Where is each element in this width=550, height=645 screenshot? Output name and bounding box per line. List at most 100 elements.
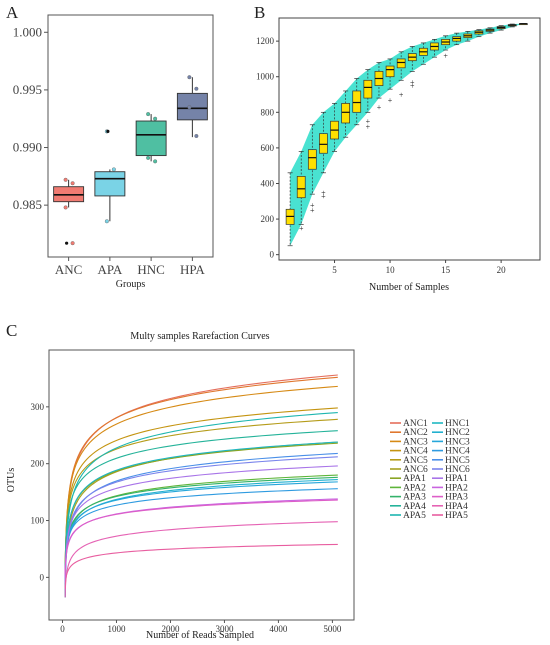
- panel-a-x-axis-title: Groups: [116, 279, 146, 290]
- panel-c-y-tick-label: 100: [31, 516, 45, 526]
- legend-label: HPA5: [445, 511, 468, 521]
- rarefaction-curve-hpa4: [64, 521, 338, 598]
- panel-b-outlier: +: [366, 117, 371, 126]
- rarefaction-curve-anc6: [64, 441, 338, 598]
- panel-b-box: [307, 149, 317, 170]
- panel-a-x-tick-label: ANC: [55, 262, 82, 277]
- panel-a-point: [153, 116, 158, 121]
- legend-label: ANC6: [403, 465, 428, 475]
- panel-a-x-tick-label: HNC: [137, 262, 164, 277]
- panel-b-outlier: +: [399, 91, 404, 100]
- panel-b-plot-area: [278, 17, 541, 261]
- panel-a-x-tick-label: APA: [97, 262, 122, 277]
- rarefaction-curve-anc5: [64, 418, 338, 575]
- panel-c-y-tick-label: 0: [40, 572, 45, 582]
- panel-b-box: [319, 133, 328, 154]
- legend-label: APA3: [403, 493, 426, 503]
- panel-a-boxplot: 0.985 0.990 0.995 1.000 ANC APA HNC HPA Groups: [13, 14, 214, 290]
- panel-a-box: [135, 120, 167, 157]
- rarefaction-curve-hnc3: [64, 481, 338, 578]
- panel-a-y-tick-label: 1.000: [13, 24, 42, 39]
- panel-c-x-tick-label: 3000: [215, 624, 234, 634]
- panel-b-box: [363, 79, 373, 99]
- panel-b-box: [352, 90, 362, 113]
- rarefaction-curve-anc3: [64, 385, 338, 584]
- panel-c-x-tick-label: 1000: [107, 624, 126, 634]
- panel-b-box: [296, 176, 306, 199]
- rarefaction-curve-hpa1: [64, 465, 338, 584]
- panel-a-point: [187, 105, 192, 110]
- panel-b-box: [385, 65, 395, 78]
- panel-a-y-tick-label: 0.985: [13, 197, 42, 212]
- legend-label: HNC1: [445, 419, 470, 429]
- panel-a-point: [194, 86, 199, 91]
- panel-b-y-tick-label: 1000: [256, 72, 275, 82]
- panel-a-point: [70, 181, 75, 186]
- panel-c-y-tick-label: 300: [31, 402, 45, 412]
- panel-a-outlier: [106, 129, 110, 133]
- panel-c-plot-area: [48, 349, 355, 621]
- panel-a-point: [70, 241, 75, 246]
- panel-b-x-tick-label: 20: [497, 265, 507, 275]
- panel-c-x-tick-label: 5000: [323, 624, 342, 634]
- panel-a-y-tick-label: 0.995: [13, 82, 42, 97]
- panel-b-outlier: +: [299, 224, 304, 233]
- panel-a-point: [104, 219, 109, 224]
- panel-b-outlier: +: [310, 206, 315, 215]
- rarefaction-curve-apa2: [64, 474, 338, 584]
- legend-label: HPA2: [445, 483, 468, 493]
- rarefaction-curve-anc4: [64, 407, 338, 578]
- rarefaction-curve-hpa5: [64, 543, 338, 589]
- panel-c-x-tick-label: 4000: [269, 624, 288, 634]
- rarefaction-curve-hnc2: [64, 479, 338, 584]
- panel-c-x-tick-label: 0: [60, 624, 65, 634]
- legend-label: APA5: [403, 511, 426, 521]
- panel-b-y-tick-label: 0: [270, 250, 275, 260]
- legend-label: HPA1: [445, 474, 468, 484]
- panel-a-box: [94, 171, 126, 197]
- panel-a-point: [146, 155, 151, 160]
- panel-a-point: [111, 167, 116, 172]
- panel-b-box: [396, 58, 406, 69]
- panel-b-x-tick-label: 15: [441, 265, 451, 275]
- panel-c-title: Multy samples Rarefaction Curves: [130, 331, 269, 342]
- panel-b-x-tick-label: 5: [332, 265, 337, 275]
- panel-a-plot-area: [47, 14, 214, 258]
- panel-c-x-tick-label: 2000: [161, 624, 180, 634]
- legend-label: HNC2: [445, 428, 470, 438]
- panel-c-y-axis-title: OTUs: [6, 468, 17, 493]
- panel-a-point: [146, 112, 151, 117]
- panel-c-x-axis-title: Number of Reads Sampled: [146, 630, 254, 641]
- legend-label: APA2: [403, 483, 426, 493]
- legend-label: HNC4: [445, 447, 470, 457]
- legend-label: HPA4: [445, 502, 468, 512]
- legend-label: ANC5: [403, 456, 428, 466]
- panel-c-rarefaction-curves: Multy samples Rarefaction Curves 0 100 200…: [6, 331, 470, 641]
- panel-b-outlier: +: [410, 78, 415, 87]
- legend-label: HNC6: [445, 465, 470, 475]
- panel-b-outlier: +: [410, 82, 415, 91]
- panel-a-point: [194, 133, 199, 138]
- panel-b-y-tick-label: 1200: [256, 36, 275, 46]
- legend-label: APA1: [403, 474, 426, 484]
- panel-a-x-tick-label: HPA: [180, 262, 205, 277]
- panel-b-y-tick-label: 400: [261, 178, 275, 188]
- panel-b-x-axis-title: Number of Samples: [369, 282, 449, 293]
- panel-c-legend: ANC1ANC2ANC3ANC4ANC5ANC6APA1APA2APA3APA4…: [390, 419, 470, 521]
- legend-label: ANC3: [403, 437, 428, 447]
- panel-b-outlier: +: [443, 51, 448, 60]
- panel-b-x-tick-label: 10: [386, 265, 396, 275]
- panel-a-point: [187, 75, 192, 80]
- panel-b-y-tick-label: 600: [261, 143, 275, 153]
- legend-label: ANC1: [403, 419, 428, 429]
- panel-b-outlier: +: [377, 103, 382, 112]
- panel-a-outlier: [65, 241, 69, 245]
- panel-a-point: [153, 159, 158, 164]
- legend-label: HPA3: [445, 493, 468, 503]
- panel-b-outlier: +: [388, 96, 393, 105]
- legend-label: ANC2: [403, 428, 428, 438]
- panel-a-point: [63, 205, 68, 210]
- rarefaction-curve-anc2: [64, 376, 338, 589]
